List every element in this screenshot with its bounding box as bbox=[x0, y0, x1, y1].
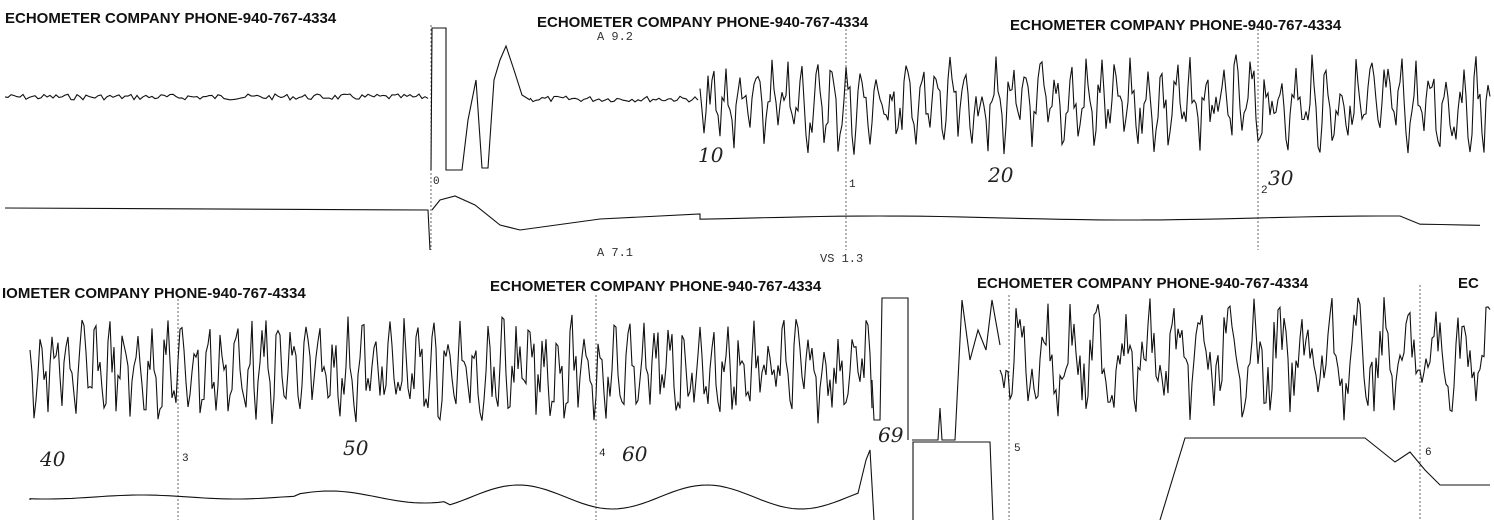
time-mark: 5 bbox=[1014, 443, 1021, 455]
waveform bbox=[530, 96, 698, 102]
count-mark: 40 bbox=[39, 447, 66, 471]
time-mark: 0 bbox=[433, 176, 440, 188]
count-mark: 10 bbox=[698, 143, 724, 167]
header: ECHOMETER COMPANY PHONE-940-767-4334 bbox=[490, 278, 822, 295]
echometer-strip: ECHOMETER COMPANY PHONE-940-767-4334 ECH… bbox=[0, 0, 1494, 525]
waveform bbox=[700, 55, 1490, 155]
annotation: A 7.1 bbox=[597, 246, 633, 260]
header: ECHOMETER COMPANY PHONE-940-767-4334 bbox=[5, 10, 337, 27]
header: ECHOMETER COMPANY PHONE-940-767-4334 bbox=[977, 275, 1309, 292]
waveform bbox=[431, 28, 530, 170]
annotation: VS 1.3 bbox=[820, 252, 863, 266]
header: IOMETER COMPANY PHONE-940-767-4334 bbox=[2, 285, 306, 302]
header: ECHOMETER COMPANY PHONE-940-767-4334 bbox=[1010, 17, 1342, 34]
time-mark: 3 bbox=[182, 453, 189, 465]
header: EC bbox=[1458, 275, 1479, 292]
count-mark: 30 bbox=[1268, 166, 1294, 190]
count-mark: 69 bbox=[878, 423, 904, 447]
count-mark: 50 bbox=[343, 436, 369, 460]
time-mark: 4 bbox=[599, 448, 606, 460]
waveform bbox=[30, 438, 1490, 520]
count-mark: 20 bbox=[987, 163, 1014, 187]
header: ECHOMETER COMPANY PHONE-940-767-4334 bbox=[537, 14, 869, 31]
waveform bbox=[5, 196, 1480, 250]
time-mark: 1 bbox=[849, 179, 856, 191]
count-mark: 60 bbox=[622, 442, 648, 466]
waveform bbox=[5, 94, 428, 100]
waveform bbox=[1000, 297, 1490, 420]
waveform bbox=[872, 298, 1000, 440]
waveforms bbox=[5, 28, 1490, 520]
waveform bbox=[30, 315, 872, 424]
time-mark: 2 bbox=[1261, 185, 1268, 197]
time-mark: 6 bbox=[1425, 447, 1432, 459]
annotation: A 9.2 bbox=[597, 30, 633, 44]
